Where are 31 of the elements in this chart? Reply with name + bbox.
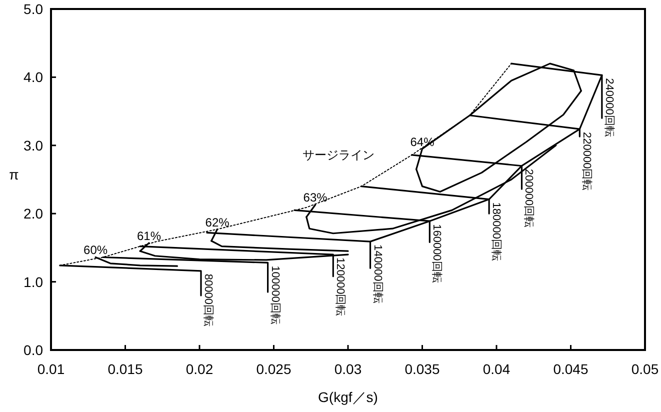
ytick: 3.0 — [24, 137, 43, 154]
annotation: 240000回転 — [602, 78, 615, 137]
ytick: 4.0 — [24, 69, 43, 86]
annotation: 80000回転 — [202, 274, 214, 326]
xtick: 0.01 — [37, 361, 65, 377]
annotation: 120000回転 — [334, 258, 346, 316]
annotation: 180000回転 — [490, 202, 502, 261]
annotation: 160000回転 — [430, 224, 443, 283]
xtick: 0.025 — [256, 361, 292, 377]
ytick: 0.0 — [24, 342, 43, 358]
xlabel: G(kgf／s) — [318, 389, 378, 405]
xtick: 0.02 — [186, 361, 214, 377]
annotation: 220000回転 — [580, 132, 593, 191]
annotation: 63% — [303, 190, 328, 205]
xtick: 0.045 — [553, 361, 588, 377]
xtick: 0.035 — [404, 361, 440, 377]
xtick: 0.015 — [108, 361, 143, 377]
annotation: サージライン — [302, 148, 375, 162]
annotation: 61% — [136, 228, 161, 243]
xtick: 0.04 — [482, 361, 510, 377]
ytick: 2.0 — [24, 206, 43, 222]
ytick: 5.0 — [24, 1, 43, 17]
annotation: 140000回転 — [371, 244, 384, 304]
ylabel: π — [9, 166, 19, 182]
ytick: 1.0 — [24, 274, 43, 290]
annotation: 200000回転 — [522, 168, 535, 228]
annotation: 60% — [84, 243, 108, 258]
xtick: 0.05 — [631, 361, 659, 377]
annotation: 100000回転 — [268, 266, 281, 324]
xtick: 0.03 — [334, 361, 362, 377]
annotation: 62% — [205, 215, 230, 230]
